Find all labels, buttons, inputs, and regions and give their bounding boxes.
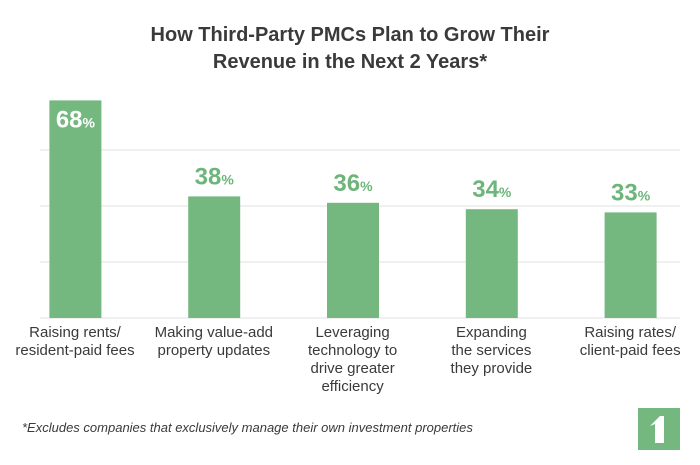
- x-tick-label: Expanding the services they provide: [450, 324, 533, 377]
- bar: [465, 209, 518, 318]
- chart-title: How Third-Party PMCs Plan to Grow Their …: [150, 24, 550, 73]
- value-unit: %: [499, 184, 512, 200]
- x-tick-label: Leveraging technology to drive greater e…: [307, 324, 398, 395]
- value-number: 34: [472, 176, 499, 203]
- value-label: 36%: [333, 170, 373, 197]
- x-tick-label: Raising rents/ resident-paid fees: [15, 324, 135, 359]
- value-number: 36: [333, 170, 360, 197]
- x-tick-label: Making value-add property updates: [154, 324, 273, 359]
- bar: [327, 202, 379, 318]
- value-label: 68%: [56, 106, 96, 133]
- value-number: 38: [195, 163, 222, 190]
- bar: [188, 196, 241, 318]
- bar: [604, 212, 657, 318]
- value-unit: %: [221, 171, 234, 187]
- value-label: 38%: [195, 163, 235, 190]
- value-label: 34%: [472, 176, 512, 203]
- value-number: 33: [611, 179, 638, 206]
- value-number: 68: [56, 106, 83, 133]
- value-unit: %: [83, 114, 96, 130]
- footnote: *Excludes companies that exclusively man…: [22, 420, 473, 435]
- value-label: 33%: [611, 179, 651, 206]
- bar: [49, 100, 102, 319]
- logo-mark: [650, 416, 664, 443]
- x-tick-label: Raising rates/ client-paid fees: [579, 324, 681, 359]
- value-unit: %: [638, 187, 651, 203]
- value-unit: %: [360, 178, 373, 194]
